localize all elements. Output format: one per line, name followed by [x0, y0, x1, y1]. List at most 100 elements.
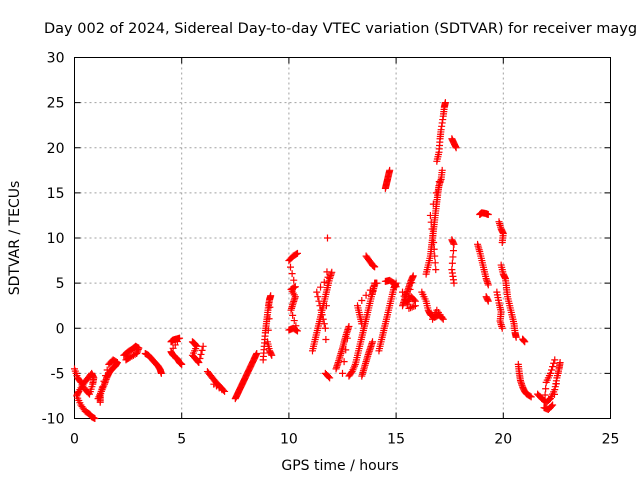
data-point	[265, 315, 273, 323]
data-point	[358, 296, 366, 304]
data-point	[343, 334, 351, 342]
data-point	[430, 239, 438, 247]
data-point	[288, 270, 296, 278]
data-point	[542, 385, 550, 393]
data-point	[449, 247, 457, 255]
data-point	[512, 333, 520, 341]
data-point	[290, 317, 298, 325]
data-point	[429, 232, 437, 240]
data-point	[498, 324, 506, 332]
chart-title: Day 002 of 2024, Sidereal Day-to-day VTE…	[44, 21, 637, 37]
y-tick-label: 20	[47, 141, 65, 157]
y-axis-ticks: -10 -5 0 5 10 15 20 25 30	[42, 51, 611, 428]
x-axis-label: GPS time / hours	[281, 458, 398, 474]
data-point	[540, 404, 548, 412]
data-point	[541, 397, 549, 405]
data-point	[339, 369, 346, 377]
data-point	[220, 386, 228, 394]
data-point	[526, 392, 534, 400]
data-point	[291, 283, 299, 291]
data-point	[405, 304, 413, 312]
data-point	[316, 302, 324, 310]
y-tick-label: 10	[47, 231, 65, 247]
data-point	[315, 297, 323, 305]
data-point	[322, 302, 330, 310]
data-point	[392, 283, 400, 291]
data-point	[450, 279, 458, 287]
data-point	[317, 283, 325, 291]
data-point	[409, 272, 417, 280]
data-point	[541, 391, 549, 399]
data-point	[362, 291, 370, 299]
y-tick-label: 5	[56, 276, 65, 292]
x-axis-ticks: 0 5 10 15 20 25	[70, 57, 619, 448]
data-point	[484, 297, 492, 305]
y-tick-label: 25	[47, 96, 65, 112]
data-point	[290, 276, 298, 284]
data-point	[105, 360, 113, 368]
data-point	[157, 369, 165, 377]
data-series	[71, 99, 564, 422]
y-tick-label: 15	[47, 186, 65, 202]
x-tick-label: 5	[177, 432, 186, 448]
data-point	[318, 311, 326, 319]
data-point	[435, 178, 443, 186]
y-tick-label: -10	[42, 412, 65, 428]
data-point	[550, 390, 558, 398]
data-point	[326, 374, 334, 382]
data-point	[100, 377, 108, 385]
data-point	[268, 351, 276, 359]
data-point	[438, 166, 446, 174]
data-point	[429, 200, 437, 208]
data-point	[450, 240, 458, 248]
data-point	[432, 189, 440, 197]
data-point	[289, 311, 297, 319]
data-point	[429, 315, 437, 323]
data-point	[195, 359, 203, 367]
data-point	[452, 144, 460, 152]
data-point	[292, 322, 300, 330]
data-point	[323, 234, 331, 242]
y-tick-label: 0	[56, 321, 65, 337]
data-point	[106, 359, 114, 367]
data-point	[432, 266, 440, 274]
data-point	[549, 363, 557, 371]
y-tick-label: -5	[51, 366, 65, 382]
data-point	[320, 320, 328, 328]
data-point	[292, 250, 300, 258]
data-point	[196, 354, 204, 362]
data-point	[527, 393, 535, 401]
data-point	[293, 327, 301, 335]
data-point	[317, 306, 325, 314]
data-point	[430, 245, 438, 253]
data-point	[253, 350, 261, 358]
data-point	[484, 211, 492, 219]
data-point	[122, 356, 130, 364]
data-point	[403, 300, 411, 308]
data-point	[322, 336, 330, 344]
data-point	[410, 302, 418, 310]
data-point	[198, 346, 206, 354]
data-point	[358, 320, 366, 328]
data-point	[321, 324, 329, 332]
data-point	[197, 350, 205, 358]
data-point	[102, 372, 110, 380]
data-point	[340, 358, 348, 366]
data-point	[123, 355, 131, 363]
data-point	[407, 304, 415, 312]
data-point	[426, 211, 434, 219]
x-tick-label: 10	[280, 432, 298, 448]
data-point	[266, 303, 274, 311]
data-point	[267, 292, 275, 300]
data-point	[408, 279, 416, 287]
data-point	[552, 380, 560, 388]
data-point	[408, 303, 416, 311]
data-point	[411, 302, 419, 310]
data-point	[406, 285, 414, 293]
y-tick-label: 30	[47, 51, 65, 67]
data-point	[320, 278, 328, 286]
data-point	[484, 281, 492, 289]
data-point	[199, 342, 207, 350]
data-point	[371, 263, 379, 271]
data-point	[324, 273, 332, 281]
